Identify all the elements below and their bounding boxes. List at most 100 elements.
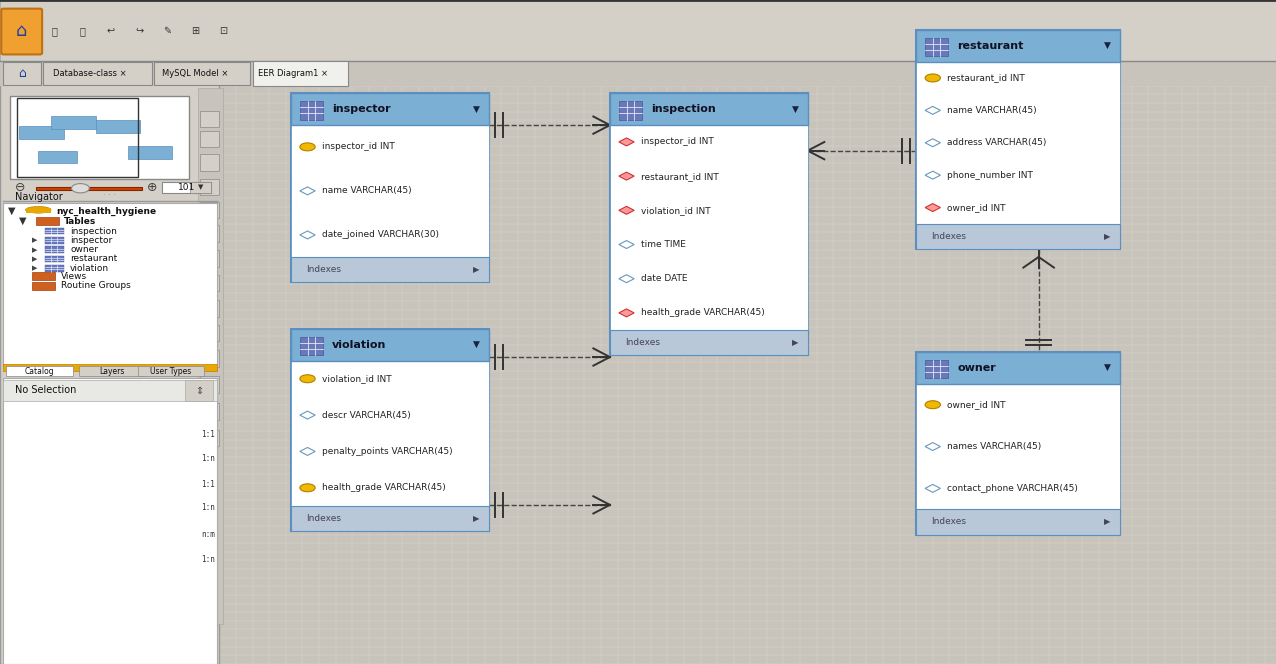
Bar xyxy=(138,366,204,376)
Text: penalty_points VARCHAR(45): penalty_points VARCHAR(45) xyxy=(322,447,452,456)
Bar xyxy=(200,154,219,171)
Text: owner: owner xyxy=(70,245,98,254)
Text: n:m: n:m xyxy=(202,530,214,539)
Bar xyxy=(190,182,211,193)
Text: ▶: ▶ xyxy=(32,265,37,272)
Bar xyxy=(300,101,323,120)
Text: ⇕: ⇕ xyxy=(195,385,203,396)
Bar xyxy=(200,430,219,446)
Bar xyxy=(253,61,348,86)
Bar xyxy=(0,61,1276,86)
Bar xyxy=(3,364,217,371)
Text: inspection: inspection xyxy=(70,226,117,236)
Bar xyxy=(32,272,55,280)
Text: date DATE: date DATE xyxy=(641,274,686,284)
Text: ▼: ▼ xyxy=(472,104,480,114)
Text: ↩: ↩ xyxy=(107,26,115,37)
Text: Navigator: Navigator xyxy=(15,192,63,203)
Text: ▼: ▼ xyxy=(19,216,27,226)
Text: 1:n: 1:n xyxy=(202,503,214,513)
Circle shape xyxy=(925,401,940,409)
Text: Indexes: Indexes xyxy=(931,232,966,241)
Text: Catalog: Catalog xyxy=(24,367,55,376)
Text: ▶: ▶ xyxy=(1104,517,1111,527)
Text: ⊖: ⊖ xyxy=(15,181,26,194)
Text: ⊕: ⊕ xyxy=(147,181,157,194)
Polygon shape xyxy=(619,309,634,317)
Bar xyxy=(610,93,808,125)
Circle shape xyxy=(300,143,315,151)
Text: Database-class ×: Database-class × xyxy=(52,69,126,78)
Polygon shape xyxy=(619,172,634,180)
Bar xyxy=(619,101,642,120)
Bar xyxy=(51,116,96,129)
Text: time TIME: time TIME xyxy=(641,240,685,249)
Circle shape xyxy=(300,484,315,492)
Bar xyxy=(10,96,189,179)
Bar xyxy=(128,146,172,159)
Polygon shape xyxy=(925,485,940,493)
Bar xyxy=(916,509,1120,535)
Bar xyxy=(79,366,145,376)
Bar xyxy=(300,337,323,355)
Text: Tables: Tables xyxy=(64,216,96,226)
Text: 101: 101 xyxy=(177,183,195,192)
FancyBboxPatch shape xyxy=(1,9,42,54)
Text: ▼: ▼ xyxy=(472,340,480,349)
Bar xyxy=(3,380,217,401)
Text: Routine Groups: Routine Groups xyxy=(61,281,131,290)
Polygon shape xyxy=(925,442,940,451)
Bar xyxy=(291,257,489,282)
Text: User Types: User Types xyxy=(151,367,191,376)
Bar xyxy=(291,125,489,257)
Text: No Selection: No Selection xyxy=(15,385,77,396)
Text: inspector_id INT: inspector_id INT xyxy=(641,137,713,147)
Text: ⌂: ⌂ xyxy=(18,67,26,80)
Bar xyxy=(162,182,211,193)
Bar xyxy=(17,98,138,177)
Polygon shape xyxy=(300,231,315,239)
Polygon shape xyxy=(619,207,634,214)
Bar xyxy=(291,506,489,531)
Bar xyxy=(6,366,73,376)
Text: contact_phone VARCHAR(45): contact_phone VARCHAR(45) xyxy=(947,484,1078,493)
Text: ↪: ↪ xyxy=(135,26,143,37)
Bar xyxy=(45,228,64,234)
Text: nyc_health_hygiene: nyc_health_hygiene xyxy=(56,207,156,216)
Bar xyxy=(0,0,1276,61)
Text: ▶: ▶ xyxy=(32,246,37,253)
Bar xyxy=(200,225,219,242)
Bar xyxy=(3,62,41,85)
Polygon shape xyxy=(925,106,940,114)
Text: phone_number INT: phone_number INT xyxy=(947,171,1032,180)
Ellipse shape xyxy=(26,207,51,213)
Bar xyxy=(36,217,59,225)
Bar xyxy=(916,30,1120,62)
Text: Indexes: Indexes xyxy=(306,265,341,274)
Bar xyxy=(19,126,64,139)
Bar xyxy=(200,350,219,367)
Bar xyxy=(200,250,219,267)
Polygon shape xyxy=(619,275,634,283)
Bar xyxy=(291,93,489,282)
Text: owner_id INT: owner_id INT xyxy=(947,400,1005,409)
Text: ⊞: ⊞ xyxy=(191,26,199,37)
Bar xyxy=(916,352,1120,384)
Bar xyxy=(916,30,1120,249)
Text: ▼: ▼ xyxy=(1104,363,1111,373)
Bar xyxy=(45,256,64,262)
Bar xyxy=(916,62,1120,224)
Bar xyxy=(198,88,223,624)
Text: restaurant: restaurant xyxy=(957,41,1023,51)
Text: · · ·: · · · xyxy=(103,191,116,200)
Text: ⊡: ⊡ xyxy=(219,26,227,37)
Text: ▶: ▶ xyxy=(32,237,37,244)
Bar xyxy=(610,125,808,330)
Text: violation: violation xyxy=(70,264,110,273)
Text: ▼: ▼ xyxy=(8,206,15,216)
Circle shape xyxy=(71,184,89,193)
Text: Layers: Layers xyxy=(100,367,125,376)
Text: 1:1: 1:1 xyxy=(202,480,214,489)
Text: Indexes: Indexes xyxy=(306,514,341,523)
Bar xyxy=(96,120,140,133)
